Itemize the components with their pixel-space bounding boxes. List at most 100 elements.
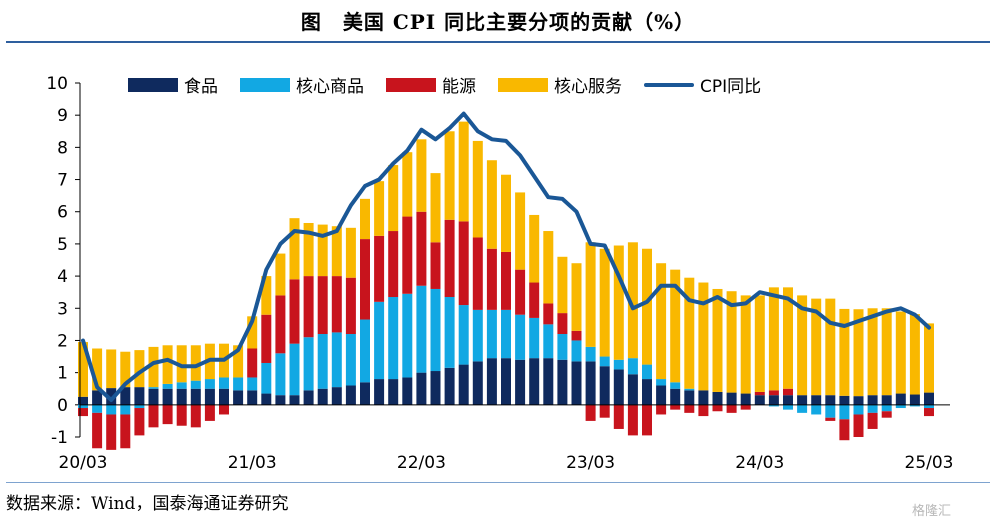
bar-core-services [924, 323, 934, 393]
bar-energy [444, 219, 455, 298]
bar-food [388, 379, 399, 405]
bar-energy [924, 408, 934, 417]
source-note: 数据来源：Wind，国泰海通证券研究 [6, 494, 289, 514]
bar-food [303, 390, 314, 405]
bar-core-goods [515, 314, 526, 360]
bar-energy [557, 313, 568, 335]
bar-core-services [120, 351, 131, 388]
bar-core-services [92, 348, 103, 391]
bar-core-services [740, 295, 751, 394]
bar-food [543, 358, 554, 405]
bar-core-services [261, 276, 272, 315]
bar-food [557, 359, 568, 405]
bar-food [515, 359, 526, 405]
bar-core-goods [162, 383, 173, 389]
bar-core-services [176, 345, 187, 383]
bar-core-goods [895, 404, 906, 409]
legend-item-core-goods: 核心商品 [240, 72, 364, 97]
bar-food [360, 382, 370, 405]
bar-core-services [543, 231, 554, 304]
bar-food [797, 395, 808, 405]
bar-energy [853, 414, 864, 437]
bar-energy [416, 211, 427, 286]
bar-core-services [571, 263, 582, 331]
bar-core-goods [360, 319, 370, 383]
bar-food [909, 394, 920, 405]
bar-food [345, 385, 356, 405]
bar-core-goods [924, 404, 934, 409]
bar-core-services [599, 248, 610, 357]
bar-core-goods [825, 404, 836, 418]
bar-energy [134, 408, 145, 436]
bar-food [204, 388, 215, 405]
bar-energy [120, 414, 131, 449]
bar-core-services [825, 298, 836, 396]
bar-core-goods [486, 309, 497, 359]
bar-energy [345, 277, 356, 335]
y-tick-label: 6 [57, 203, 68, 223]
bar-energy [881, 411, 892, 418]
bar-core-services [783, 287, 793, 389]
x-tick-label: 24/03 [735, 453, 784, 473]
bar-food [924, 392, 934, 405]
bar-food [233, 390, 244, 405]
bar-core-services [557, 256, 568, 314]
bar-core-goods [571, 340, 582, 362]
bar-food [698, 390, 709, 405]
bar-energy [529, 282, 540, 318]
bar-food [120, 387, 131, 405]
bar-core-goods [642, 364, 652, 380]
bar-core-services [754, 295, 765, 392]
bar-core-goods [783, 404, 793, 410]
bar-energy [289, 279, 300, 344]
bar-core-services [402, 152, 413, 217]
bar-core-goods [811, 404, 822, 415]
bar-energy [768, 390, 779, 396]
bar-food [190, 388, 201, 405]
bar-energy [670, 404, 681, 410]
bar-food [106, 388, 117, 405]
bar-food [176, 388, 187, 405]
bar-energy [190, 404, 201, 428]
bar-core-services [656, 263, 667, 380]
bar-core-services [134, 350, 145, 388]
bar-core-services [909, 314, 920, 395]
watermark: 格隆汇 [912, 504, 952, 519]
bar-core-services [458, 121, 469, 222]
bar-core-goods [797, 404, 808, 413]
legend: 食品 核心商品 能源 核心服务 CPI同比 [128, 72, 783, 97]
bar-energy [839, 419, 850, 441]
legend-label-food: 食品 [184, 77, 218, 97]
bar-core-goods [402, 293, 413, 378]
bar-food [402, 377, 413, 405]
bar-food [374, 379, 385, 405]
bar-food [261, 393, 272, 405]
bar-food [684, 390, 695, 405]
bar-core-goods [204, 379, 215, 389]
bar-core-goods [317, 334, 328, 389]
bar-energy [402, 216, 413, 294]
bar-energy [162, 404, 173, 425]
bar-energy [627, 404, 638, 436]
bar-core-goods [501, 309, 511, 359]
bar-core-goods [289, 343, 300, 396]
bar-core-goods [106, 404, 117, 415]
y-tick-label: 7 [57, 171, 68, 191]
bar-core-services [106, 349, 117, 389]
bar-food [895, 393, 906, 405]
y-tick-label: 2 [57, 331, 68, 351]
bar-core-goods [839, 404, 850, 420]
bar-core-goods [374, 301, 385, 380]
bar-energy [458, 221, 469, 306]
bar-core-services [247, 316, 258, 349]
bar-energy [148, 404, 159, 428]
bar-core-goods [613, 359, 624, 370]
bar-core-services [275, 253, 286, 296]
bar-food [670, 388, 681, 405]
bar-core-goods [303, 337, 314, 391]
bar-core-goods [867, 404, 878, 413]
bar-core-goods [529, 317, 540, 359]
legend-swatch-core-services [498, 77, 548, 92]
bar-core-goods [331, 332, 342, 388]
bar-energy [261, 314, 272, 363]
